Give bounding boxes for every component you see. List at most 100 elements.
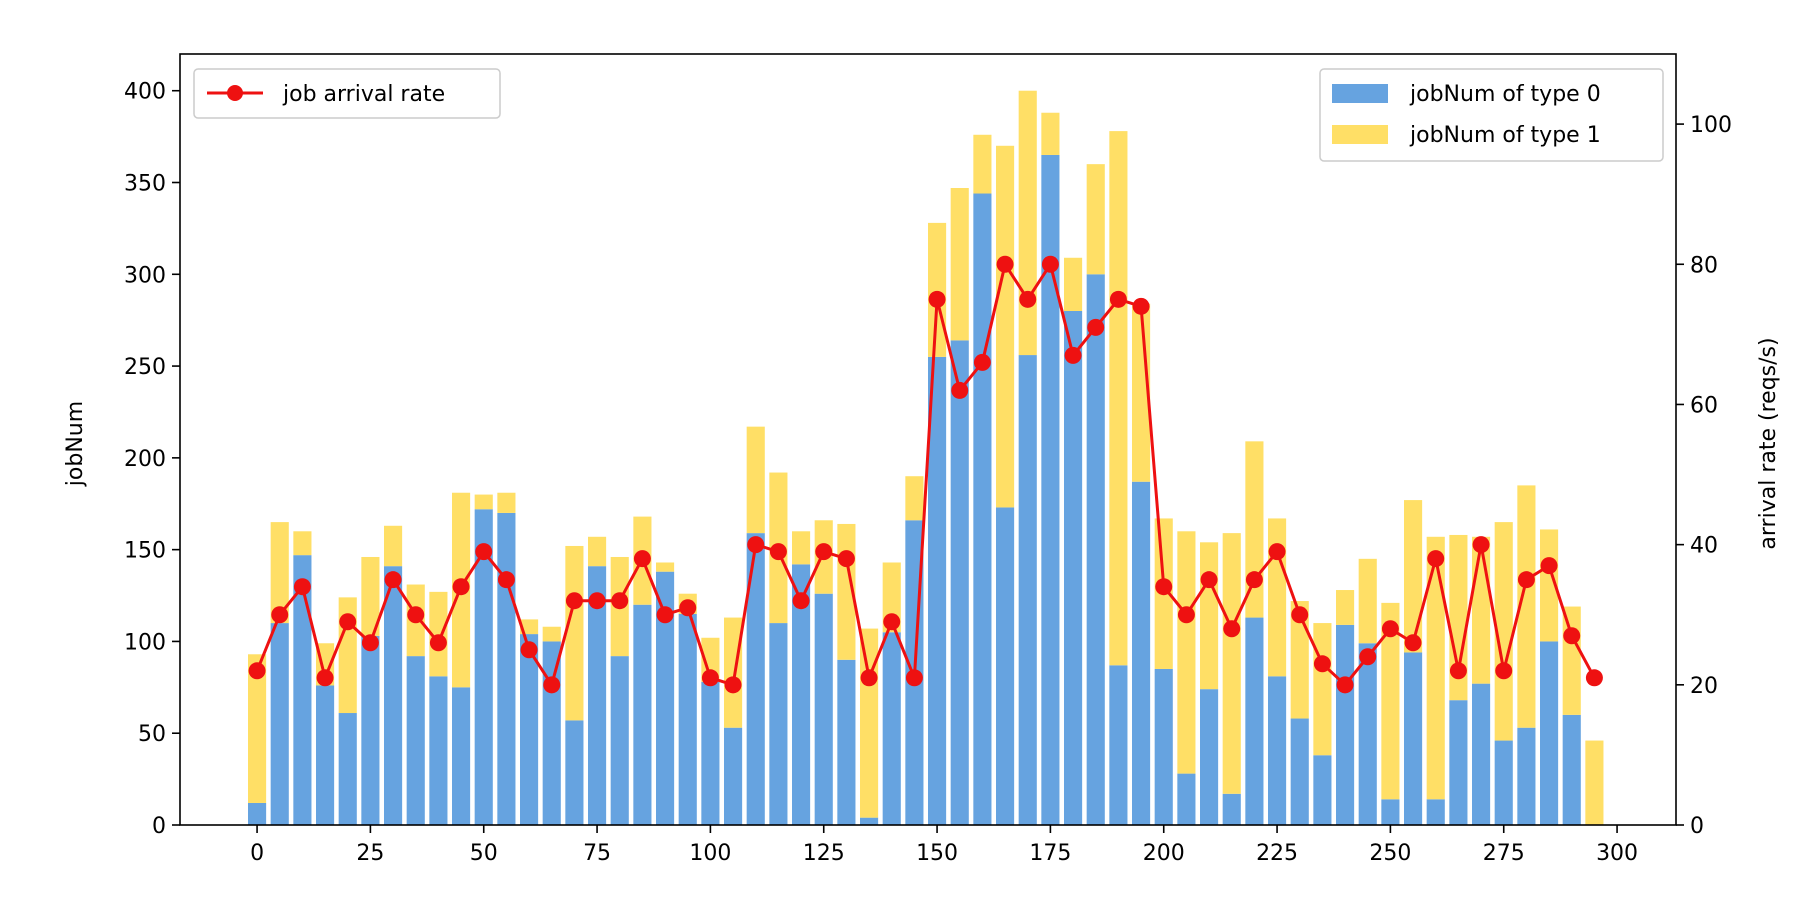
bar-type1 xyxy=(1472,536,1491,684)
rate-point xyxy=(1427,550,1445,568)
legend-jobnum: jobNum of type 0 jobNum of type 1 xyxy=(1319,68,1664,162)
rate-point xyxy=(475,543,493,561)
rate-point xyxy=(1404,634,1422,652)
bar-type0 xyxy=(1404,652,1423,825)
bar-type1 xyxy=(905,476,924,521)
bar-type0 xyxy=(1472,683,1491,825)
bar-type0 xyxy=(950,340,969,825)
legend-label-type0: jobNum of type 0 xyxy=(1409,82,1601,107)
bar-type1 xyxy=(1404,500,1423,653)
bar-type0 xyxy=(860,817,879,825)
rate-point xyxy=(951,381,969,399)
bar-type0 xyxy=(1358,643,1377,825)
rate-point xyxy=(407,606,425,624)
bar-type0 xyxy=(928,356,947,825)
y-axis-right: 0 20 40 60 80 100 xyxy=(1676,113,1732,839)
x-tick-label: 200 xyxy=(1143,841,1185,866)
bar-type1 xyxy=(928,222,947,357)
rate-point xyxy=(996,255,1014,273)
rate-point xyxy=(1200,571,1218,589)
rate-point xyxy=(429,634,447,652)
bar-type0 xyxy=(429,676,448,825)
y-tick-label: 150 xyxy=(124,539,166,564)
rate-line-series xyxy=(248,255,1603,694)
bar-type1 xyxy=(1358,558,1377,644)
legend-swatch-type0 xyxy=(1332,84,1388,103)
rate-point xyxy=(1495,662,1513,680)
y2-tick-label: 80 xyxy=(1690,253,1718,278)
bar-type0 xyxy=(406,656,425,825)
bar-type0 xyxy=(996,507,1015,825)
bars-type0 xyxy=(248,154,1581,825)
bar-type1 xyxy=(542,626,561,642)
rate-point xyxy=(1291,606,1309,624)
rate-point xyxy=(1155,578,1173,596)
x-tick-label: 75 xyxy=(583,841,611,866)
legend-box xyxy=(1319,68,1664,162)
bar-type1 xyxy=(792,531,811,565)
rate-point xyxy=(633,550,651,568)
rate-point xyxy=(1268,543,1286,561)
bar-type0 xyxy=(384,566,403,825)
bar-type0 xyxy=(1268,676,1287,825)
bar-type1 xyxy=(1449,534,1468,701)
bar-type0 xyxy=(1132,481,1151,825)
bar-type0 xyxy=(746,533,765,825)
bar-type1 xyxy=(1336,590,1355,625)
bar-type1 xyxy=(1562,606,1581,715)
rate-point xyxy=(1177,606,1195,624)
bar-type0 xyxy=(1086,274,1105,825)
bar-type1 xyxy=(860,628,879,818)
bar-type0 xyxy=(520,634,539,825)
y-tick-label: 0 xyxy=(152,814,166,839)
bar-type1 xyxy=(1222,533,1241,794)
bar-type0 xyxy=(882,632,901,825)
bar-type1 xyxy=(384,525,403,567)
x-tick-label: 225 xyxy=(1256,841,1298,866)
x-tick-label: 125 xyxy=(803,841,845,866)
rate-point xyxy=(1087,318,1105,336)
rate-point xyxy=(883,613,901,631)
bar-type0 xyxy=(1177,773,1196,825)
bar-type0 xyxy=(1517,727,1536,825)
bar-type0 xyxy=(1290,718,1309,825)
rate-point xyxy=(815,543,833,561)
rate-point xyxy=(543,676,561,694)
bar-type0 xyxy=(769,623,788,825)
rate-point xyxy=(679,599,697,617)
bar-type1 xyxy=(1426,536,1445,800)
bar-type0 xyxy=(293,555,312,825)
bar-type1 xyxy=(1517,485,1536,728)
rate-point xyxy=(1585,669,1603,687)
rate-point xyxy=(973,353,991,371)
rate-point xyxy=(1041,255,1059,273)
bar-type0 xyxy=(1540,641,1559,825)
rate-point xyxy=(1449,662,1467,680)
bar-type0 xyxy=(1562,714,1581,825)
x-tick-label: 25 xyxy=(356,841,384,866)
y-tick-label: 200 xyxy=(124,447,166,472)
bar-type0 xyxy=(724,727,743,825)
rate-point xyxy=(1064,346,1082,364)
bar-type0 xyxy=(973,193,992,825)
plot-frame xyxy=(179,53,1677,826)
legend-marker-swatch xyxy=(227,85,243,101)
bar-type1 xyxy=(1109,131,1128,666)
x-tick-label: 300 xyxy=(1596,841,1638,866)
bar-type1 xyxy=(724,617,743,728)
rate-point xyxy=(656,606,674,624)
rate-point xyxy=(611,592,629,610)
bar-type1 xyxy=(1585,740,1604,825)
bar-type1 xyxy=(1494,522,1513,741)
rate-point xyxy=(1223,620,1241,638)
rate-point xyxy=(1019,290,1037,308)
bar-type0 xyxy=(837,659,856,825)
bar-type1 xyxy=(656,562,675,572)
bar-type0 xyxy=(1426,799,1445,825)
y2-tick-label: 0 xyxy=(1690,814,1704,839)
bar-type0 xyxy=(1154,668,1173,825)
bar-type0 xyxy=(1494,740,1513,825)
x-tick-label: 50 xyxy=(470,841,498,866)
bar-type0 xyxy=(497,512,516,825)
